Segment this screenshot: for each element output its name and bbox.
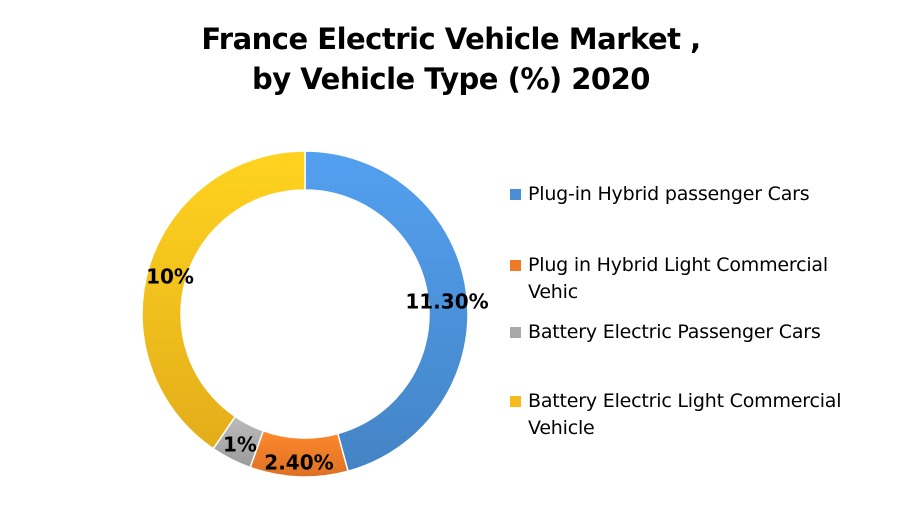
donut-slice-1 bbox=[304, 150, 469, 473]
donut-slice-4 bbox=[141, 150, 306, 450]
data-label-4: 10% bbox=[146, 265, 194, 289]
legend-label: Plug-in Hybrid passenger Cars bbox=[528, 183, 810, 205]
legend-label: Battery Electric Passenger Cars bbox=[528, 321, 821, 343]
legend-item-battery-electric-light-commercial: Battery Electric Light Commercial Vehicl… bbox=[510, 388, 895, 442]
legend-item-plug-in-hybrid-light-commercial: Plug in Hybrid Light Commercial Vehic bbox=[510, 252, 895, 306]
data-label-1: 11.30% bbox=[405, 290, 488, 314]
legend-swatch bbox=[510, 189, 521, 200]
legend-swatch bbox=[510, 260, 521, 271]
donut-slices bbox=[141, 150, 469, 478]
chart-title-line-1: France Electric Vehicle Market , bbox=[201, 22, 701, 56]
data-label-3: 1% bbox=[223, 433, 257, 457]
donut-data-labels: 11.30% 2.40% 1% 10% bbox=[146, 265, 489, 475]
legend-item-battery-electric-passenger-cars: Battery Electric Passenger Cars bbox=[510, 319, 895, 346]
legend-label: Battery Electric Light Commercial Vehicl… bbox=[528, 390, 842, 439]
chart-title-line-2: by Vehicle Type (%) 2020 bbox=[252, 62, 650, 96]
legend-label: Plug in Hybrid Light Commercial Vehic bbox=[528, 254, 828, 303]
legend-swatch bbox=[510, 327, 521, 338]
legend-item-plug-in-hybrid-passenger-cars: Plug-in Hybrid passenger Cars bbox=[510, 181, 895, 208]
data-label-2: 2.40% bbox=[264, 451, 333, 475]
legend-swatch bbox=[510, 396, 521, 407]
